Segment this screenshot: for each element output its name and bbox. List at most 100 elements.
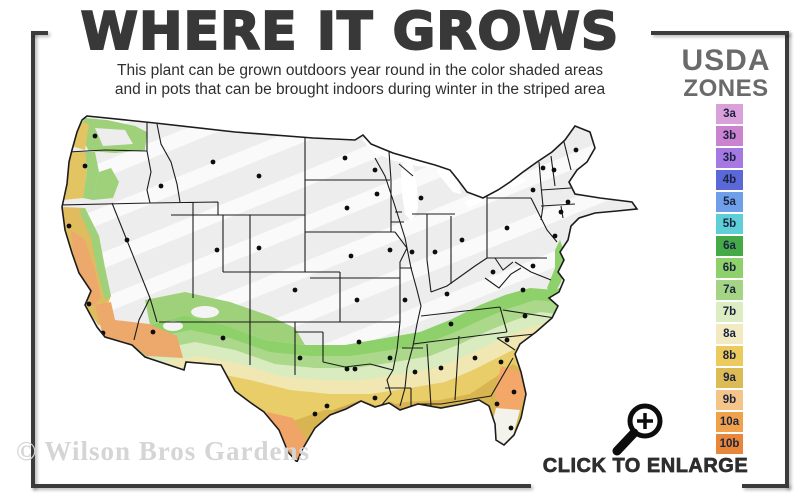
city-dots	[62, 133, 579, 431]
legend-zone-5b-5: 5b	[716, 214, 743, 234]
city-dot	[522, 313, 528, 319]
city-dot	[504, 337, 510, 343]
city-dot	[374, 191, 380, 197]
legend-zone-5a-4: 5a	[716, 192, 743, 212]
legend-zone-3a-0: 3a	[716, 104, 743, 124]
city-dot	[511, 389, 517, 395]
city-dot	[352, 366, 358, 372]
frame-bottom-right	[742, 484, 789, 488]
city-dot	[444, 291, 450, 297]
city-dot	[342, 155, 348, 161]
legend-zone-7a-8: 7a	[716, 280, 743, 300]
city-dot	[292, 287, 298, 293]
wa-rainshadow-gray	[95, 128, 133, 146]
lake-michigan	[401, 156, 418, 222]
city-dot	[520, 287, 526, 293]
city-dot	[158, 183, 164, 189]
city-dot	[356, 339, 362, 345]
city-dot	[508, 425, 514, 431]
city-dot	[86, 301, 92, 307]
city-dot	[354, 297, 360, 303]
usda-zone-legend: 3a 3b 3b 4b 5a 5b 6a 6b 7a 7b 8a 8b 9a 9b 10a 10b	[716, 104, 743, 456]
city-dot	[409, 249, 415, 255]
legend-zone-8a-10: 8a	[716, 324, 743, 344]
city-dot	[459, 237, 465, 243]
city-dot	[82, 163, 88, 169]
legend-zone-3b-1: 3b	[716, 126, 743, 146]
city-dot	[558, 209, 564, 215]
central-florida-orange	[495, 366, 525, 412]
state-borders	[62, 120, 576, 407]
wa-coast-yellow	[71, 122, 89, 150]
legend-zone-10b-15: 10b	[716, 434, 743, 454]
usda-zone-map[interactable]	[55, 110, 670, 462]
legend-title-usda: USDA	[681, 44, 771, 77]
city-dot	[551, 167, 557, 173]
or-inner-green	[83, 152, 99, 200]
legend-zone-6b-7: 6b	[716, 258, 743, 278]
sierra-green-fringe	[79, 208, 111, 300]
city-dot	[344, 366, 350, 372]
socal-az-orange	[95, 302, 183, 358]
page-title: WHERE IT GROWS	[80, 1, 620, 63]
city-dot	[552, 233, 558, 239]
city-dot	[540, 165, 546, 171]
mountain-white-patch	[163, 321, 183, 331]
city-dot	[573, 147, 579, 153]
ca-valley-orange	[71, 230, 101, 306]
us-outline	[61, 115, 639, 462]
or-coast-yellow	[63, 152, 87, 200]
city-dot	[214, 247, 220, 253]
city-dot	[418, 195, 424, 201]
subtitle-line1: This plant can be grown outdoors year ro…	[117, 62, 603, 79]
city-dot	[66, 223, 72, 229]
city-dot	[372, 395, 378, 401]
frame-bottom-left	[31, 484, 531, 488]
city-dot	[340, 414, 346, 420]
long-island-green	[575, 224, 601, 234]
city-dot	[387, 247, 393, 253]
legend-zone-4b-3: 4b	[716, 170, 743, 190]
city-dot	[62, 245, 67, 251]
city-dot	[348, 253, 354, 259]
city-dot	[372, 167, 378, 173]
frame-top-left-dash	[31, 31, 48, 35]
frame-right	[785, 31, 789, 488]
legend-zone-3b-2: 3b	[716, 148, 743, 168]
mountain-white-patch	[191, 306, 219, 318]
south-texas-orange	[267, 412, 307, 462]
magnifier-plus-icon[interactable]	[607, 400, 669, 458]
city-dot	[412, 369, 418, 375]
city-dot	[150, 329, 156, 335]
city-dot	[312, 411, 318, 417]
city-dot	[92, 133, 98, 139]
city-dot	[387, 355, 393, 361]
legend-title-zones: ZONES	[683, 74, 769, 102]
city-dot	[344, 205, 350, 211]
frame-left	[31, 31, 35, 488]
legend-zone-8b-11: 8b	[716, 346, 743, 366]
city-dot	[256, 245, 262, 251]
legend-zone-9b-13: 9b	[716, 390, 743, 410]
city-dot	[210, 159, 216, 165]
city-dot	[504, 225, 510, 231]
city-dot	[565, 199, 571, 205]
legend-zone-10a-14: 10a	[716, 412, 743, 432]
legend-zone-9a-12: 9a	[716, 368, 743, 388]
click-to-enlarge-button[interactable]: CLICK TO ENLARGE	[542, 455, 749, 478]
subtitle: This plant can be grown outdoors year ro…	[40, 62, 680, 99]
legend-zone-6a-6: 6a	[716, 236, 743, 256]
city-dot	[124, 237, 130, 243]
or-east-green	[93, 168, 119, 200]
lake-ontario	[505, 178, 527, 188]
city-dot	[472, 355, 478, 361]
city-dot	[498, 359, 504, 365]
city-dot	[220, 335, 226, 341]
lake-huron	[437, 166, 461, 194]
city-dot	[490, 269, 496, 275]
frame-top-right	[651, 31, 789, 35]
city-dot	[448, 321, 454, 327]
legend-title: USDA ZONES	[668, 44, 784, 102]
city-dot	[494, 401, 500, 407]
